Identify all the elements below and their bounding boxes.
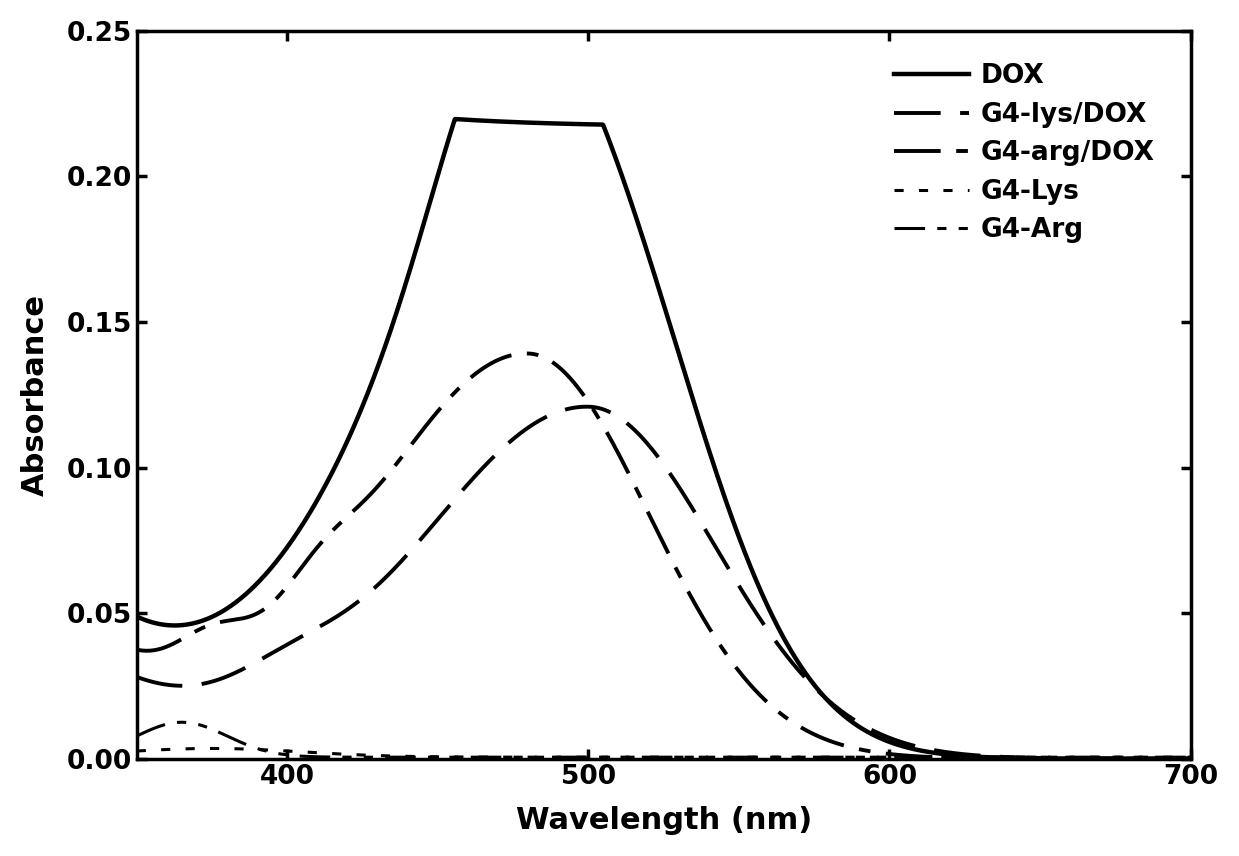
X-axis label: Wavelength (nm): Wavelength (nm) [515,806,812,835]
Y-axis label: Absorbance: Absorbance [21,294,50,496]
Legend: DOX, G4-lys/DOX, G4-arg/DOX, G4-Lys, G4-Arg: DOX, G4-lys/DOX, G4-arg/DOX, G4-Lys, G4-… [881,51,1167,256]
